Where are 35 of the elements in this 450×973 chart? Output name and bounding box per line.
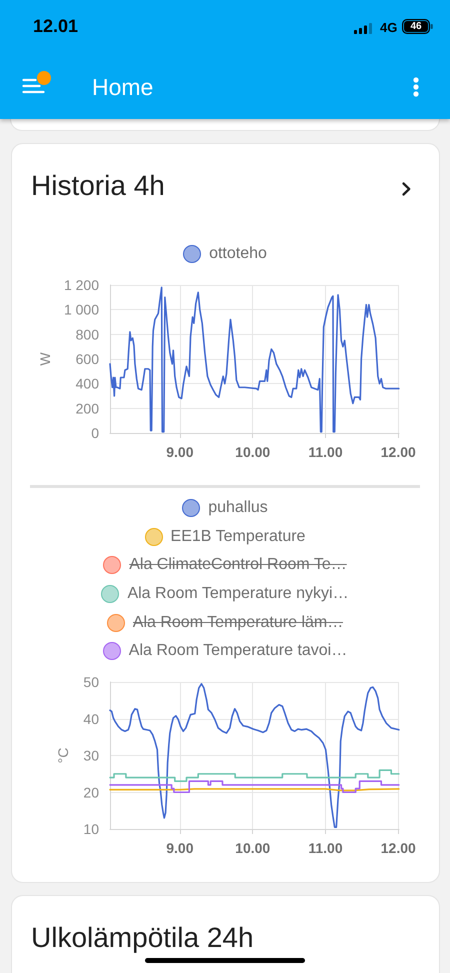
x-tick-label: 11.00: [308, 444, 343, 460]
y-tick-label: 40: [83, 710, 100, 727]
y-axis-title: °C: [55, 748, 71, 764]
x-tick-label: 9.00: [166, 444, 194, 460]
text: 46: [404, 21, 428, 32]
legend-label: Ala Room Temperature nykyi…: [127, 584, 349, 604]
text: Ulkolämpötila 24h: [31, 921, 254, 955]
text: 4G: [380, 20, 398, 36]
y-tick-label: 30: [83, 748, 100, 764]
legend-label: Ala Room Temperature tavoi…: [128, 641, 348, 662]
x-tick-label: 10.00: [235, 444, 270, 460]
legend-label: EE1B Temperature: [170, 526, 306, 547]
x-tick-label: 9.00: [166, 840, 194, 856]
x-tick-label: 10.00: [235, 840, 270, 856]
text: Home: [92, 73, 154, 101]
chart-title: Historia 4h: [31, 169, 165, 203]
legend-label: ottoteho: [209, 244, 267, 264]
legend-label: Ala Room Temperature läm…: [132, 612, 344, 633]
y-tick-label: 400: [76, 376, 100, 392]
y-tick-label: 1 200: [64, 277, 100, 293]
y-tick-label: 20: [83, 784, 100, 800]
y-tick-label: 10: [83, 821, 100, 837]
y-tick-label: 0: [91, 425, 100, 441]
y-tick-label: 1 000: [64, 302, 100, 318]
text: 12.01: [33, 15, 78, 37]
y-tick-label: 600: [76, 351, 100, 367]
legend-label: Ala ClimateControl Room Te…: [129, 555, 347, 576]
y-axis-title: W: [37, 352, 53, 366]
y-tick-label: 800: [76, 326, 100, 342]
x-tick-label: 12.00: [380, 840, 416, 856]
x-tick-label: 12.00: [380, 444, 416, 460]
y-tick-label: 50: [83, 674, 100, 690]
legend-label: puhallus: [208, 498, 268, 518]
x-tick-label: 11.00: [308, 840, 343, 856]
y-tick-label: 200: [76, 400, 100, 416]
